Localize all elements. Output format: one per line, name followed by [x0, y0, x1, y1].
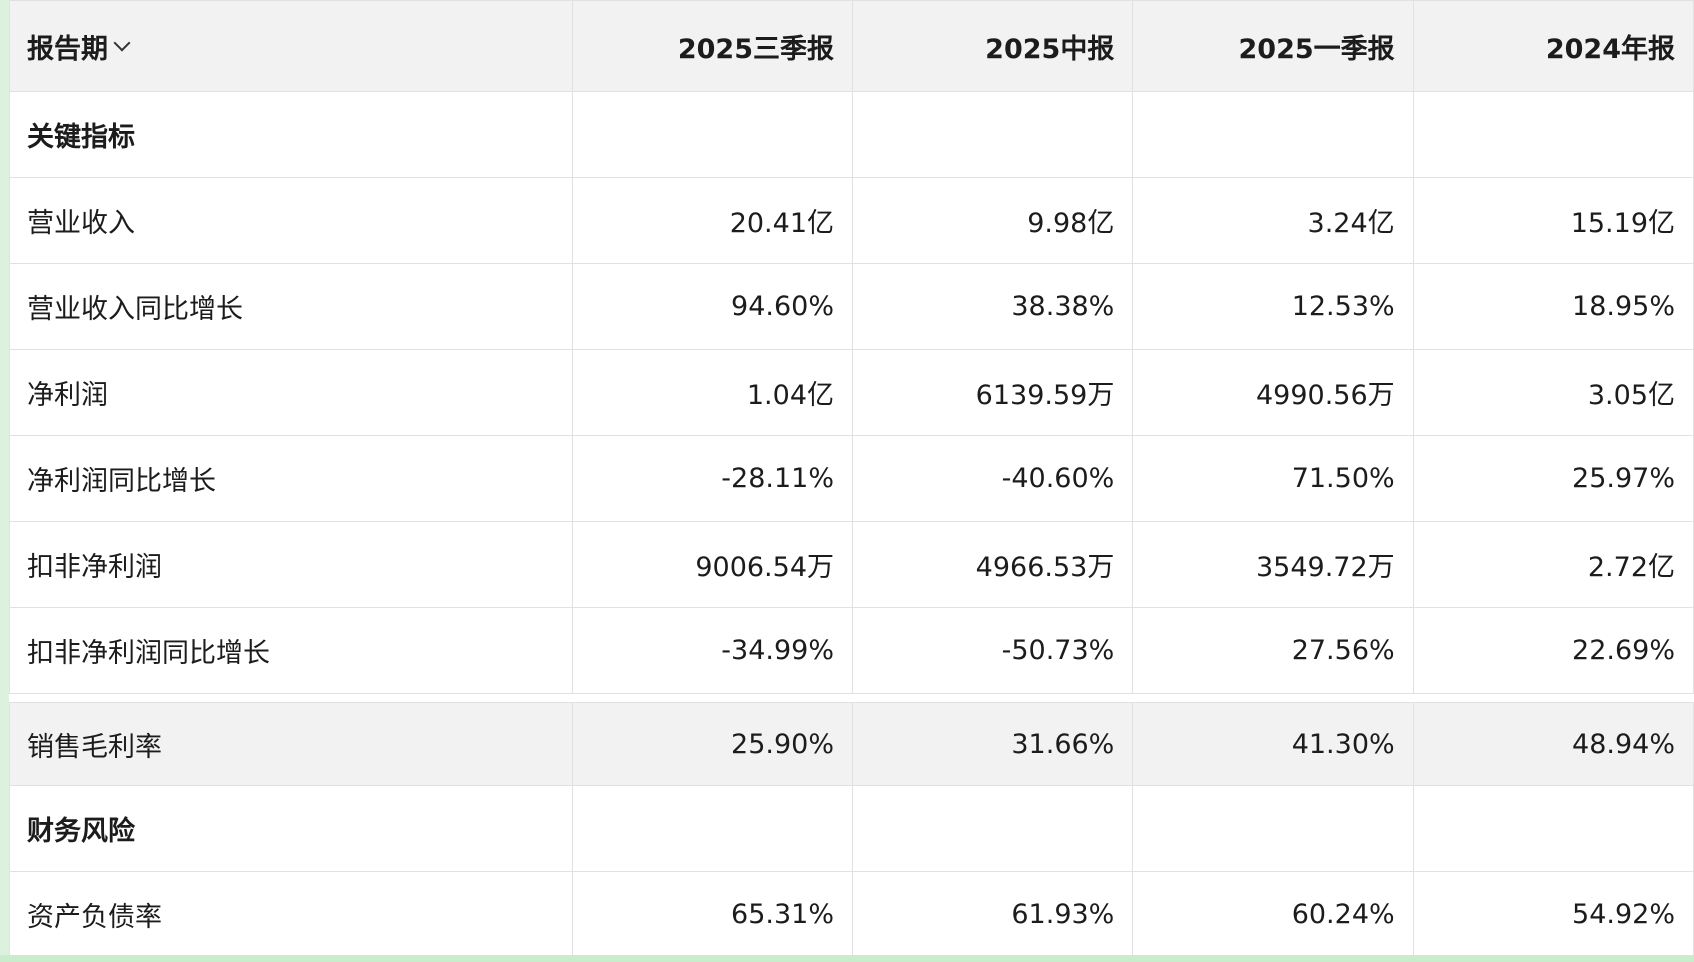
report-period-dropdown[interactable]: 报告期: [27, 27, 131, 66]
table-cell: [1412, 91, 1694, 178]
table-cell: 4966.53万: [851, 521, 1134, 608]
header-row: 报告期 2025三季报 2025中报 2025一季报 2024年报: [9, 0, 1694, 92]
report-period-header[interactable]: 报告期: [9, 0, 573, 92]
table-row-revenue[interactable]: 营业收入 20.41亿 9.98亿 3.24亿 15.19亿: [9, 177, 1694, 264]
table-cell: 38.38%: [851, 263, 1134, 350]
divider-cell: [1132, 693, 1414, 703]
table-cell: [851, 91, 1134, 178]
table-cell: 1.04亿: [571, 349, 854, 436]
row-label: 净利润同比增长: [9, 435, 573, 522]
table-cell: 22.69%: [1412, 607, 1694, 694]
row-divider: [9, 693, 1694, 703]
table-cell: 3549.72万: [1132, 521, 1414, 608]
table-row-deducted-net-profit-yoy[interactable]: 扣非净利润同比增长 -34.99% -50.73% 27.56% 22.69%: [9, 607, 1694, 694]
table-row-net-profit[interactable]: 净利润 1.04亿 6139.59万 4990.56万 3.05亿: [9, 349, 1694, 436]
chevron-down-icon: [113, 34, 131, 52]
divider-cell: [851, 693, 1134, 703]
row-label: 销售毛利率: [9, 702, 573, 786]
table-cell: 71.50%: [1132, 435, 1414, 522]
table-cell: 25.90%: [571, 702, 854, 786]
table-cell: 2.72亿: [1412, 521, 1694, 608]
table-cell: 3.05亿: [1412, 349, 1694, 436]
period-header-2025-q3[interactable]: 2025三季报: [571, 0, 854, 92]
section-row-key-indicators: 关键指标: [9, 91, 1694, 178]
table-cell: 3.24亿: [1132, 177, 1414, 264]
table-cell: 4990.56万: [1132, 349, 1414, 436]
table-cell: 9006.54万: [571, 521, 854, 608]
table-cell: 65.31%: [571, 871, 854, 958]
table-cell: -50.73%: [851, 607, 1134, 694]
row-label: 扣非净利润: [9, 521, 573, 608]
table-row-revenue-yoy[interactable]: 营业收入同比增长 94.60% 38.38% 12.53% 18.95%: [9, 263, 1694, 350]
table-cell: 61.93%: [851, 871, 1134, 958]
table-cell: 27.56%: [1132, 607, 1414, 694]
indicator-grid: 报告期 2025三季报 2025中报 2025一季报 2024年报 关键指标 营…: [9, 0, 1694, 958]
row-label: 营业收入同比增长: [9, 263, 573, 350]
row-label: 净利润: [9, 349, 573, 436]
table-cell: 6139.59万: [851, 349, 1134, 436]
table-cell: 94.60%: [571, 263, 854, 350]
row-label: 营业收入: [9, 177, 573, 264]
table-cell: [571, 785, 854, 872]
financial-indicators-table: 报告期 2025三季报 2025中报 2025一季报 2024年报 关键指标 营…: [9, 0, 1694, 958]
table-row-net-profit-yoy[interactable]: 净利润同比增长 -28.11% -40.60% 71.50% 25.97%: [9, 435, 1694, 522]
divider-cell: [9, 693, 573, 703]
divider-cell: [1412, 693, 1694, 703]
section-title: 财务风险: [9, 785, 573, 872]
table-cell: 9.98亿: [851, 177, 1134, 264]
period-header-2025-h1[interactable]: 2025中报: [851, 0, 1134, 92]
table-cell: [571, 91, 854, 178]
table-row-gross-margin[interactable]: 销售毛利率 25.90% 31.66% 41.30% 48.94%: [9, 702, 1694, 786]
divider-cell: [571, 693, 854, 703]
table-cell: 31.66%: [851, 702, 1134, 786]
bottom-edge-strip: [0, 955, 1694, 962]
section-title: 关键指标: [9, 91, 573, 178]
table-cell: 15.19亿: [1412, 177, 1694, 264]
table-cell: 48.94%: [1412, 702, 1694, 786]
table-cell: 12.53%: [1132, 263, 1414, 350]
section-row-financial-risk: 财务风险: [9, 785, 1694, 872]
table-cell: -28.11%: [571, 435, 854, 522]
table-cell: 18.95%: [1412, 263, 1694, 350]
table-cell: [851, 785, 1134, 872]
period-header-2025-q1[interactable]: 2025一季报: [1132, 0, 1414, 92]
table-cell: [1132, 91, 1414, 178]
table-row-deducted-net-profit[interactable]: 扣非净利润 9006.54万 4966.53万 3549.72万 2.72亿: [9, 521, 1694, 608]
table-cell: 20.41亿: [571, 177, 854, 264]
table-cell: [1132, 785, 1414, 872]
period-header-2024-annual[interactable]: 2024年报: [1412, 0, 1694, 92]
table-cell: 60.24%: [1132, 871, 1414, 958]
row-label: 扣非净利润同比增长: [9, 607, 573, 694]
row-label: 资产负债率: [9, 871, 573, 958]
table-cell: 41.30%: [1132, 702, 1414, 786]
table-row-debt-ratio[interactable]: 资产负债率 65.31% 61.93% 60.24% 54.92%: [9, 871, 1694, 958]
table-cell: 54.92%: [1412, 871, 1694, 958]
table-cell: -40.60%: [851, 435, 1134, 522]
table-cell: -34.99%: [571, 607, 854, 694]
table-cell: 25.97%: [1412, 435, 1694, 522]
report-period-label: 报告期: [27, 33, 108, 65]
table-cell: [1412, 785, 1694, 872]
